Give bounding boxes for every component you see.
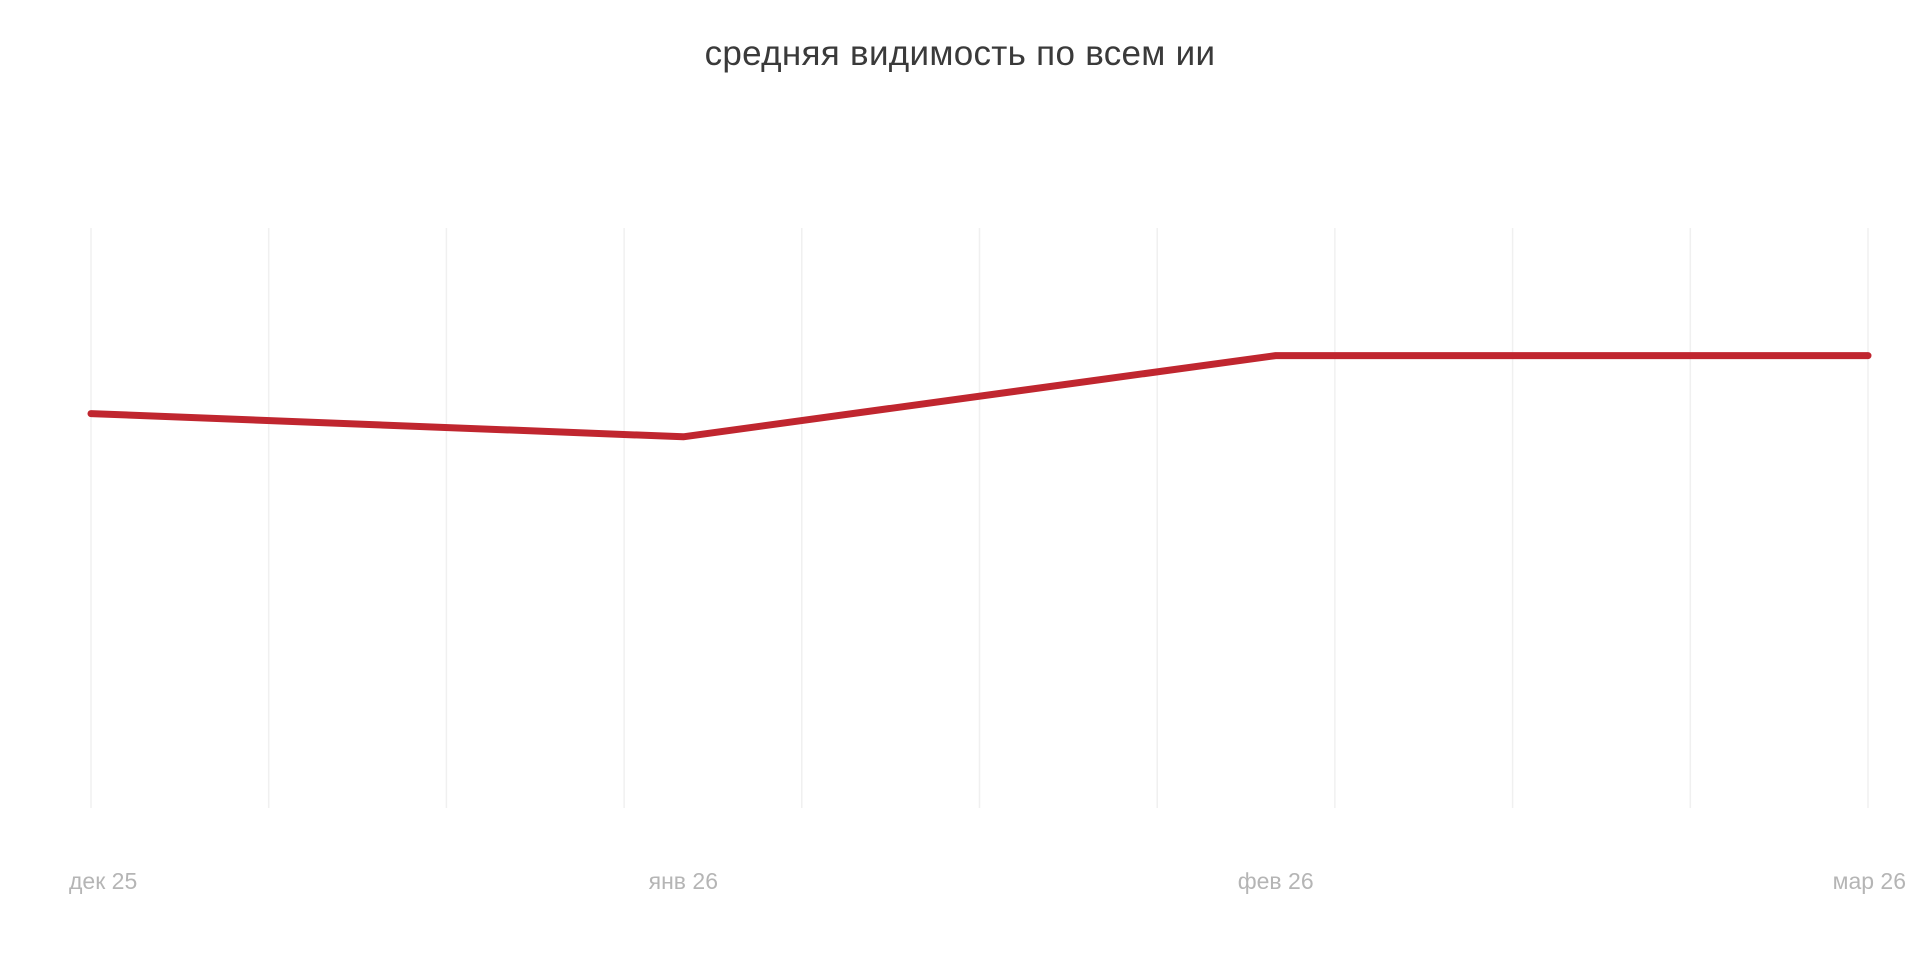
x-tick-label: мар 26 [1833,868,1906,894]
grid-lines [90,228,1869,808]
x-tick-label: янв 26 [649,868,718,894]
x-tick-label: дек 25 [69,868,137,894]
chart-title: средняя видимость по всем ии [704,34,1216,73]
x-tick-label: фев 26 [1238,868,1314,894]
series-line [87,352,1872,441]
